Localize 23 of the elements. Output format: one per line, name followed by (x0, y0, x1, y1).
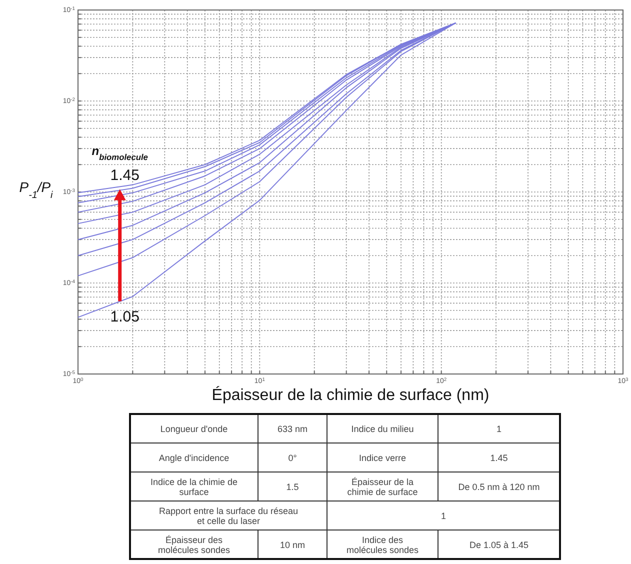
text: Indice de la chimie de surface (150, 477, 238, 497)
text: 1 (496, 424, 502, 434)
text: Indice des molécules sondes (346, 535, 420, 555)
text: Indice du milieu (351, 424, 414, 434)
text: 1 (440, 511, 446, 521)
text: De 1.05 à 1.45 (469, 540, 529, 550)
text: Longueur d'onde (160, 424, 228, 434)
text: Angle d'incidence (158, 453, 230, 463)
text: 0° (288, 453, 298, 463)
text: Rapport entre la surface du réseau et celle du laser (158, 506, 298, 526)
x-axis-title: Épaisseur de la chimie de surface (nm) (212, 386, 490, 404)
annotation: 1.05 (110, 308, 140, 326)
text: De 0.5 nm à 120 nm (458, 482, 540, 492)
text: 1.45 (490, 453, 508, 463)
text: Indice verre (358, 453, 406, 463)
annotation: n$_{biomolecule}$ (92, 144, 148, 162)
annotation: 1.45 (110, 167, 140, 184)
text: Épaisseur des molécules sondes (158, 535, 231, 555)
text: 10 nm (280, 540, 306, 550)
y-axis-title: P$_{-1}$/P$_{i}$ (19, 179, 54, 200)
text: 1.5 (286, 482, 299, 492)
text: 633 nm (277, 424, 308, 434)
text: Épaisseur de la chimie de surface (347, 477, 418, 497)
